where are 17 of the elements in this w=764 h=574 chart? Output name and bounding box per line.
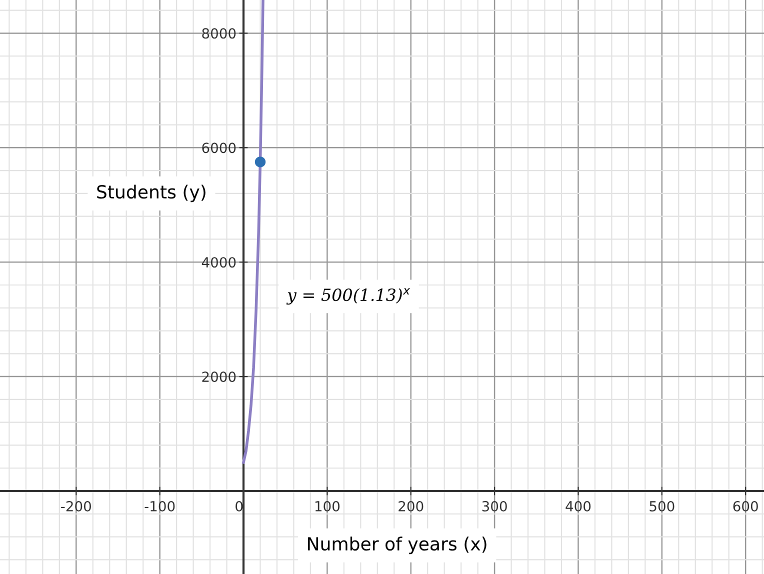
x-tick-label: -200 xyxy=(61,500,91,512)
x-tick-label: -100 xyxy=(144,500,175,512)
x-tick-label: 200 xyxy=(398,500,424,512)
x-tick-label: 0 xyxy=(236,500,243,512)
y-tick-label: 8000 xyxy=(202,28,236,39)
x-tick-label: 600 xyxy=(733,500,758,512)
y-tick-label: 4000 xyxy=(202,257,236,268)
x-axis-title: Number of years (x) xyxy=(308,536,486,554)
y-tick-label: 6000 xyxy=(202,142,236,154)
y-tick-label: 2000 xyxy=(202,372,236,382)
x-tick-label: 300 xyxy=(482,500,507,512)
x-tick-label: 400 xyxy=(566,500,591,512)
x-tick-label: 500 xyxy=(650,500,674,512)
line-series xyxy=(242,0,264,464)
x-tick-label: 100 xyxy=(315,500,340,512)
annotation: y = 500(1.13)$^{x}$ xyxy=(286,288,410,305)
y-axis-title: Students (y) xyxy=(97,184,206,202)
